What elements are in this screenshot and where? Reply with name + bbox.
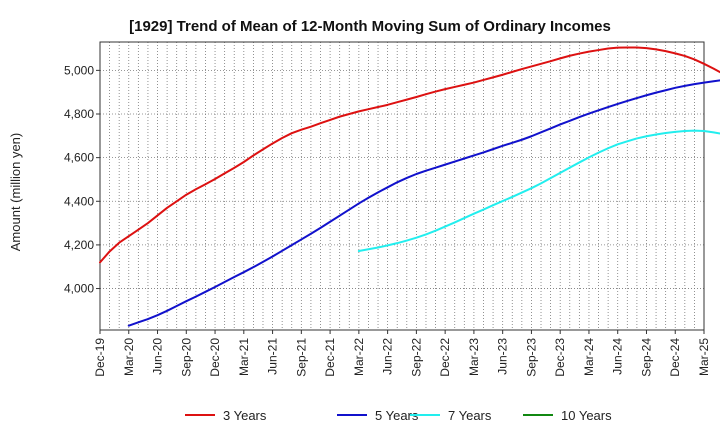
x-tick-label: Sep-23 [524, 338, 538, 377]
x-tick-label: Dec-19 [93, 338, 107, 377]
x-tick-label: Jun-21 [266, 338, 280, 375]
y-tick-label: 4,400 [64, 194, 94, 208]
x-tick-label: Sep-24 [639, 338, 653, 377]
x-tick-label: Mar-25 [697, 338, 711, 376]
x-tick-label: Mar-22 [352, 338, 366, 376]
x-tick-label: Sep-21 [294, 338, 308, 377]
x-tick-label: Jun-20 [151, 338, 165, 375]
series-line-3-years [99, 46, 720, 264]
y-tick-label: 4,000 [64, 282, 94, 296]
legend-label: 3 Years [223, 408, 267, 423]
x-tick-label: Dec-22 [438, 338, 452, 377]
x-tick-label: Mar-20 [122, 338, 136, 376]
plot-frame [99, 41, 705, 331]
y-tick-label: 4,200 [64, 238, 94, 252]
x-tick-label: Sep-22 [409, 338, 423, 377]
y-axis-label: Amount (million yen) [8, 133, 23, 252]
x-tick-label: Dec-24 [668, 338, 682, 377]
grid [100, 42, 704, 330]
legend-label: 7 Years [448, 408, 492, 423]
chart-title: [1929] Trend of Mean of 12-Month Moving … [129, 18, 611, 35]
x-tick-label: Mar-24 [582, 338, 596, 376]
y-tick-label: 4,800 [64, 107, 94, 121]
x-tick-label: Dec-23 [553, 338, 567, 377]
legend-label: 10 Years [561, 408, 612, 423]
series-line-7-years [357, 129, 720, 253]
x-tick-label: Jun-23 [496, 338, 510, 375]
y-axis: 4,000 4,200 4,400 4,600 4,800 5,000 [64, 63, 100, 296]
x-axis: Dec-19 Mar-20 Jun-20 Sep-20 Dec-20 Mar-21 Jun-… [93, 330, 711, 377]
y-tick-label: 4,600 [64, 151, 94, 165]
x-tick-label: Jun-24 [611, 338, 625, 375]
y-tick-label: 5,000 [64, 63, 94, 77]
x-tick-label: Sep-20 [179, 338, 193, 377]
x-tick-label: Mar-21 [237, 338, 251, 376]
x-tick-label: Dec-21 [323, 338, 337, 377]
x-tick-label: Jun-22 [381, 338, 395, 375]
x-tick-label: Mar-23 [467, 338, 481, 376]
legend-label: 5 Years [375, 408, 419, 423]
x-tick-label: Dec-20 [208, 338, 222, 377]
legend: 3 Years 5 Years 7 Years 10 Years [185, 408, 612, 423]
